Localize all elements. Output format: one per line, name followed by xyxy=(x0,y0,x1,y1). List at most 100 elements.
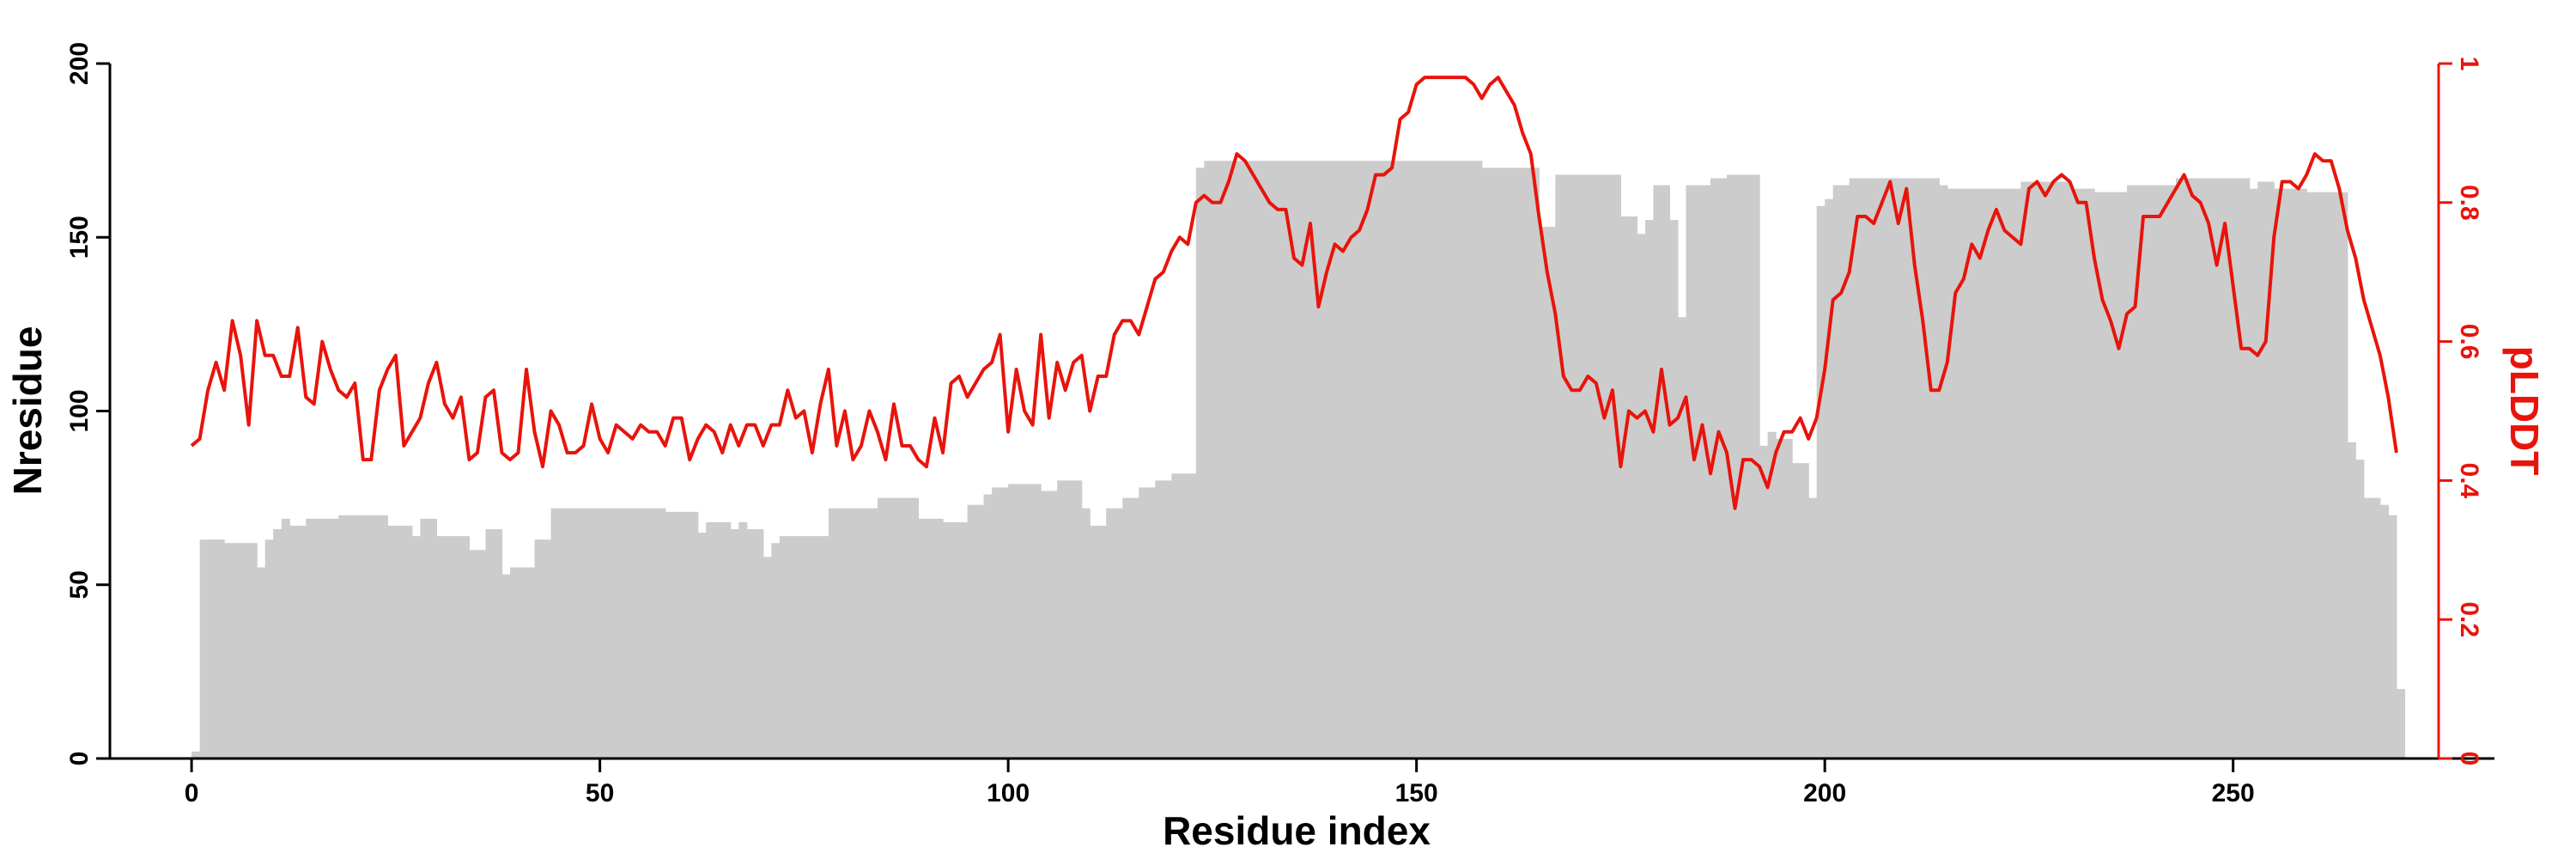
bar xyxy=(306,518,339,758)
y2-tick-label: 0 xyxy=(2455,752,2483,766)
bar xyxy=(2225,178,2251,759)
bar xyxy=(918,518,944,758)
x-tick-label: 100 xyxy=(987,779,1030,807)
bar xyxy=(1481,168,1540,759)
bar xyxy=(1816,205,1826,759)
bar xyxy=(738,521,748,758)
bar xyxy=(550,508,666,758)
bar xyxy=(1090,525,1107,758)
bar xyxy=(485,529,503,758)
bar xyxy=(2069,188,2095,758)
bar xyxy=(983,494,993,758)
bar xyxy=(289,525,307,758)
x-tick-label: 150 xyxy=(1395,779,1438,807)
y2-tick-label: 1 xyxy=(2455,57,2483,71)
bar xyxy=(2249,188,2258,758)
bar xyxy=(2020,181,2071,758)
bar xyxy=(2127,185,2177,758)
bar xyxy=(2396,689,2405,758)
bar xyxy=(1041,490,1058,758)
bar xyxy=(264,539,274,758)
bar xyxy=(1825,198,1834,758)
bar xyxy=(779,536,805,758)
bar xyxy=(1171,473,1197,758)
bar xyxy=(2347,442,2356,758)
bar xyxy=(1971,188,2021,758)
bar xyxy=(1106,508,1123,758)
bar xyxy=(1669,220,1679,758)
bar xyxy=(411,536,421,758)
bar xyxy=(730,529,739,758)
bar xyxy=(257,567,266,758)
bar xyxy=(1155,480,1172,758)
bar xyxy=(665,511,699,758)
bar xyxy=(420,518,438,758)
bar xyxy=(1776,438,1793,758)
bar xyxy=(877,497,920,759)
x-tick-label: 250 xyxy=(2212,779,2255,807)
x-tick-label: 200 xyxy=(1803,779,1846,807)
y2-tick-label: 0.6 xyxy=(2455,324,2483,360)
bar xyxy=(1637,234,1646,759)
bar xyxy=(1686,185,1711,758)
bar xyxy=(1220,161,1483,758)
bar xyxy=(746,529,764,758)
bar xyxy=(1139,487,1156,758)
bar xyxy=(706,521,732,758)
bar xyxy=(534,539,552,758)
bar xyxy=(1832,185,1850,758)
bar xyxy=(967,504,985,758)
bar xyxy=(828,508,878,758)
bar xyxy=(1195,168,1205,759)
y2-tick-label: 0.4 xyxy=(2455,463,2483,499)
bar xyxy=(1204,161,1221,758)
bar xyxy=(2306,192,2348,759)
y-tick-label: 50 xyxy=(65,570,94,599)
bar xyxy=(469,550,487,758)
bar xyxy=(1122,497,1139,759)
y2-axis-title: pLDDT xyxy=(2502,346,2547,476)
bar xyxy=(762,557,772,758)
bar xyxy=(1653,185,1671,758)
bar xyxy=(1767,431,1777,758)
bar xyxy=(1644,220,1655,758)
bar xyxy=(387,525,413,758)
bar xyxy=(1620,216,1638,759)
bar xyxy=(2363,497,2381,759)
bar xyxy=(1759,445,1769,758)
bar xyxy=(992,487,1009,758)
bar xyxy=(2355,460,2365,758)
axes-layer: 0 50 100 150 200 250 0 50 100 150 200 0 0.2 0.4 0.6 0.8… xyxy=(65,42,2494,807)
bar xyxy=(191,751,201,758)
bar xyxy=(1057,480,1083,758)
bar xyxy=(2379,504,2389,758)
bar xyxy=(2257,181,2275,758)
bar xyxy=(273,529,283,758)
x-tick-label: 50 xyxy=(586,779,614,807)
bar xyxy=(1792,463,1809,758)
bar xyxy=(1677,317,1687,758)
y-tick-label: 0 xyxy=(65,752,94,766)
y2-tick-label: 0.8 xyxy=(2455,185,2483,221)
bar xyxy=(1081,508,1091,758)
plddt-line xyxy=(190,76,2398,510)
bar xyxy=(510,567,536,758)
bar xyxy=(1955,188,1972,758)
bar xyxy=(697,533,707,758)
bar xyxy=(1849,178,1940,759)
bar xyxy=(1539,227,1556,758)
bar xyxy=(1571,174,1597,758)
x-tick-label: 0 xyxy=(185,779,199,807)
bar xyxy=(2176,178,2226,759)
line-layer xyxy=(190,76,2398,510)
bar xyxy=(771,543,781,758)
y-axis-title: Nresidue xyxy=(5,326,50,496)
bar xyxy=(2274,188,2307,758)
bar xyxy=(199,539,225,758)
bar xyxy=(943,521,969,758)
bar xyxy=(224,543,258,758)
bar xyxy=(1947,188,1956,758)
bar xyxy=(501,574,511,758)
x-axis-title: Residue index xyxy=(1163,808,1431,853)
